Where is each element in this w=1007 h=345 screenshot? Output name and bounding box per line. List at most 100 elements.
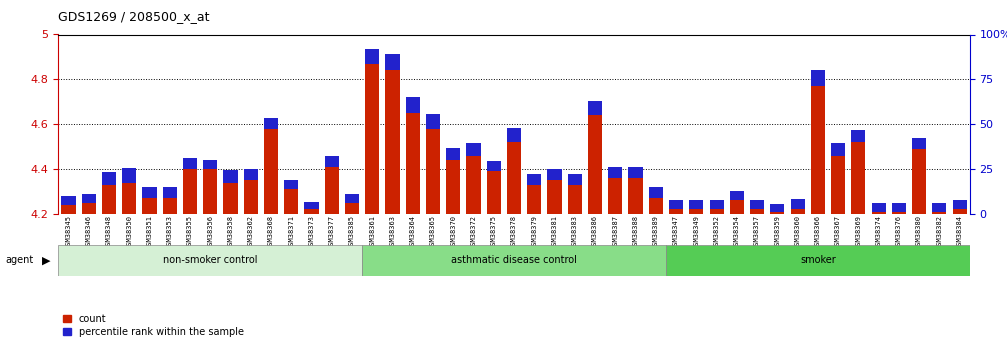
Bar xyxy=(406,113,420,214)
Bar xyxy=(871,203,886,211)
Bar xyxy=(730,191,744,200)
Bar xyxy=(831,143,845,156)
Bar xyxy=(770,205,784,211)
Bar xyxy=(507,128,522,142)
Bar xyxy=(466,156,480,214)
Bar xyxy=(892,211,906,214)
Bar xyxy=(122,183,136,214)
Bar xyxy=(528,174,542,185)
Bar xyxy=(386,54,400,70)
Bar xyxy=(710,209,724,214)
Bar xyxy=(122,168,136,183)
Bar xyxy=(426,114,440,129)
Bar xyxy=(324,167,339,214)
Bar xyxy=(528,185,542,214)
Bar xyxy=(203,160,218,169)
Bar xyxy=(284,180,298,189)
Text: non-smoker control: non-smoker control xyxy=(163,256,258,265)
Bar xyxy=(61,205,76,214)
Bar xyxy=(831,156,845,214)
Bar xyxy=(790,209,805,214)
Bar xyxy=(649,187,663,198)
Bar xyxy=(486,171,500,214)
Bar xyxy=(932,211,947,214)
Bar xyxy=(264,118,278,129)
Bar xyxy=(851,130,865,142)
Bar xyxy=(142,187,157,198)
Bar xyxy=(912,138,926,149)
Bar xyxy=(851,142,865,214)
Text: agent: agent xyxy=(5,256,33,265)
Text: GDS1269 / 208500_x_at: GDS1269 / 208500_x_at xyxy=(58,10,209,23)
Bar xyxy=(426,129,440,214)
Bar xyxy=(324,156,339,167)
Bar xyxy=(142,198,157,214)
Bar xyxy=(163,198,177,214)
Bar xyxy=(666,245,970,276)
Bar xyxy=(932,203,947,211)
Bar xyxy=(58,245,363,276)
Bar xyxy=(689,200,704,209)
Bar xyxy=(588,115,602,214)
Bar xyxy=(953,200,967,209)
Bar xyxy=(466,143,480,156)
Bar xyxy=(345,194,359,203)
Bar xyxy=(770,211,784,214)
Bar xyxy=(224,183,238,214)
Bar xyxy=(750,200,764,209)
Bar xyxy=(871,211,886,214)
Bar xyxy=(183,158,197,169)
Bar xyxy=(284,189,298,214)
Bar xyxy=(750,209,764,214)
Bar xyxy=(264,129,278,214)
Bar xyxy=(568,185,582,214)
Bar xyxy=(345,203,359,214)
Bar xyxy=(366,49,380,63)
Bar xyxy=(568,174,582,185)
Bar xyxy=(102,185,116,214)
Bar xyxy=(183,169,197,214)
Bar xyxy=(649,198,663,214)
Bar xyxy=(446,160,460,214)
Bar xyxy=(710,200,724,209)
Legend: count, percentile rank within the sample: count, percentile rank within the sample xyxy=(63,314,244,337)
Bar xyxy=(446,148,460,160)
Bar xyxy=(304,209,318,214)
Bar xyxy=(912,149,926,214)
Bar xyxy=(628,178,642,214)
Bar xyxy=(588,101,602,115)
Bar xyxy=(244,180,258,214)
Bar xyxy=(689,209,704,214)
Bar xyxy=(548,180,562,214)
Bar xyxy=(304,202,318,209)
Bar xyxy=(892,203,906,211)
Bar xyxy=(608,167,622,178)
Bar xyxy=(507,142,522,214)
Bar xyxy=(363,245,666,276)
Bar xyxy=(406,97,420,113)
Bar xyxy=(61,196,76,205)
Bar xyxy=(811,86,825,214)
Bar xyxy=(163,187,177,198)
Bar xyxy=(548,169,562,180)
Bar xyxy=(730,200,744,214)
Bar xyxy=(486,160,500,171)
Bar xyxy=(224,170,238,183)
Bar xyxy=(82,203,96,214)
Bar xyxy=(366,63,380,214)
Text: asthmatic disease control: asthmatic disease control xyxy=(451,256,577,265)
Bar xyxy=(628,167,642,178)
Text: smoker: smoker xyxy=(800,256,836,265)
Bar xyxy=(203,169,218,214)
Bar xyxy=(82,194,96,203)
Bar xyxy=(102,172,116,185)
Text: ▶: ▶ xyxy=(42,256,50,265)
Bar xyxy=(790,199,805,209)
Bar xyxy=(608,178,622,214)
Bar xyxy=(953,209,967,214)
Bar xyxy=(244,169,258,180)
Bar xyxy=(669,200,683,209)
Bar xyxy=(811,70,825,86)
Bar xyxy=(386,70,400,214)
Bar xyxy=(669,209,683,214)
